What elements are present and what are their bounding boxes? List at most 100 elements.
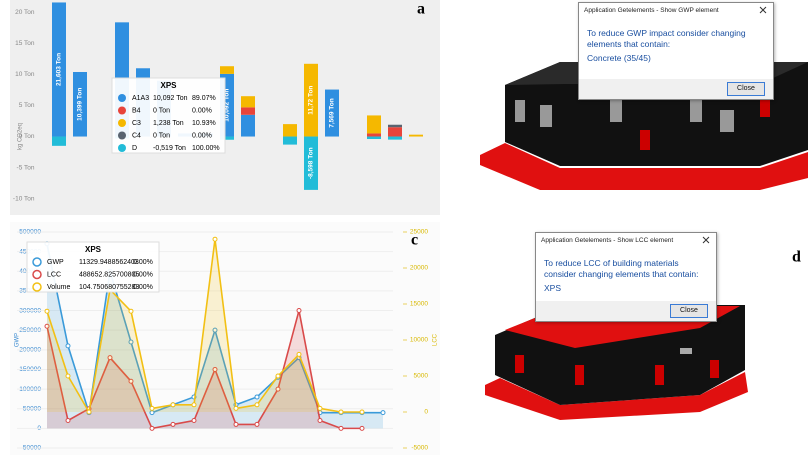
data-point <box>275 386 281 392</box>
window <box>515 100 525 122</box>
data-point <box>212 236 218 242</box>
tooltip-value: -0,519 Ton <box>153 145 186 152</box>
window <box>655 365 664 385</box>
tooltip <box>26 241 160 293</box>
y2-tick-label: 5000 <box>414 373 429 380</box>
data-point <box>338 425 344 431</box>
bar-segment <box>367 136 381 140</box>
y-tick-label: 15 Ton <box>15 40 35 47</box>
data-point <box>254 421 260 427</box>
tooltip-value: 0 Ton <box>153 132 170 139</box>
y-tick-label: 10 Ton <box>15 71 35 78</box>
tooltip-percent: 0.00% <box>133 284 153 291</box>
panel-label: c <box>411 232 418 249</box>
panel-label: d <box>792 249 801 266</box>
bar-segment <box>388 124 402 128</box>
bar-segment <box>220 66 234 74</box>
bar-segment <box>304 136 318 190</box>
data-point <box>44 323 50 329</box>
dialog-title: Application Getelements - Show GWP eleme… <box>584 7 719 14</box>
bar-segment <box>241 114 255 137</box>
door <box>760 95 770 117</box>
dialog: Application Getelements - Show GWP eleme… <box>578 2 774 100</box>
y-tick-label: -5 Ton <box>17 164 35 171</box>
door <box>640 130 650 150</box>
y2-tick-label: 25000 <box>410 229 428 236</box>
window <box>540 105 552 127</box>
legend-label: GWP <box>47 259 64 266</box>
data-label: 7,569 Ton <box>329 98 336 128</box>
bar-segment <box>52 136 66 146</box>
legend-label: B4 <box>132 107 141 114</box>
tooltip-title: XPS <box>160 81 177 90</box>
legend-marker <box>118 94 126 102</box>
data-point <box>296 308 302 314</box>
bar-segment <box>388 136 402 140</box>
bar-segment <box>73 71 87 137</box>
legend-label: C3 <box>132 120 141 127</box>
data-point <box>170 421 176 427</box>
bar-segment <box>241 96 255 108</box>
data-label: 10,092 Ton <box>224 89 231 122</box>
y2-tick-label: 10000 <box>410 337 428 344</box>
data-point <box>107 355 113 361</box>
y-tick-label: 20 Ton <box>15 9 35 16</box>
legend-label: Volume <box>47 284 70 291</box>
legend-label: LCC <box>47 271 61 278</box>
close-icon[interactable] <box>702 236 710 244</box>
dialog: Application Getelements - Show LCC eleme… <box>535 232 717 322</box>
window <box>610 100 622 122</box>
data-point <box>86 409 92 415</box>
bar-segment <box>325 89 339 137</box>
tooltip-percent: 89.07% <box>192 95 216 102</box>
data-point <box>317 418 323 424</box>
series-line <box>46 239 362 415</box>
ground-red <box>485 372 748 420</box>
dialog-footer: Close <box>536 301 716 321</box>
panel-label: a <box>417 1 425 18</box>
close-button[interactable]: Close <box>670 304 708 318</box>
y2-tick-label: 0 <box>424 409 428 416</box>
tooltip-percent: 0.00% <box>133 259 153 266</box>
legend-marker <box>118 131 126 140</box>
data-point <box>359 425 365 431</box>
bar-segment <box>283 136 297 145</box>
data-label: 11,72 Ton <box>308 86 315 115</box>
window <box>575 365 584 385</box>
bar-segment <box>304 63 318 137</box>
window <box>690 100 702 122</box>
data-point <box>65 418 71 424</box>
close-button[interactable]: Close <box>727 82 765 96</box>
y2-tick-label: -5000 <box>411 445 428 452</box>
legend-marker <box>32 269 42 280</box>
y2-tick-label: 15000 <box>410 301 428 308</box>
bar-segment <box>388 127 402 137</box>
close-icon[interactable] <box>759 6 767 14</box>
data-point <box>128 308 134 314</box>
data-point <box>128 339 134 345</box>
legend-marker <box>32 257 42 267</box>
bar-segment <box>241 107 255 115</box>
tooltip-percent: 0.00% <box>192 132 212 139</box>
data-point <box>149 405 155 411</box>
y-tick-label: 0 Ton <box>19 133 35 140</box>
y-axis-label: kg CO2eq <box>18 123 24 150</box>
dialog-item: Concrete (35/45) <box>587 53 651 63</box>
bar-segment <box>52 2 66 137</box>
data-point <box>149 425 155 431</box>
data-point <box>275 373 281 379</box>
tooltip <box>111 77 226 154</box>
building-model-lcc <box>485 305 748 420</box>
tooltip-percent: 100.00% <box>192 145 220 152</box>
data-point <box>212 366 218 372</box>
dialog-item: XPS <box>544 283 562 293</box>
legend-label: A1A3 <box>132 95 149 102</box>
legend-label: C4 <box>132 132 141 139</box>
data-point <box>128 378 134 384</box>
tooltip-value: 104.750680755283 <box>79 284 139 291</box>
window <box>710 360 719 378</box>
tooltip-percent: 10.93% <box>192 120 216 127</box>
data-point <box>254 394 260 400</box>
y2-tick-label: 20000 <box>410 265 428 272</box>
